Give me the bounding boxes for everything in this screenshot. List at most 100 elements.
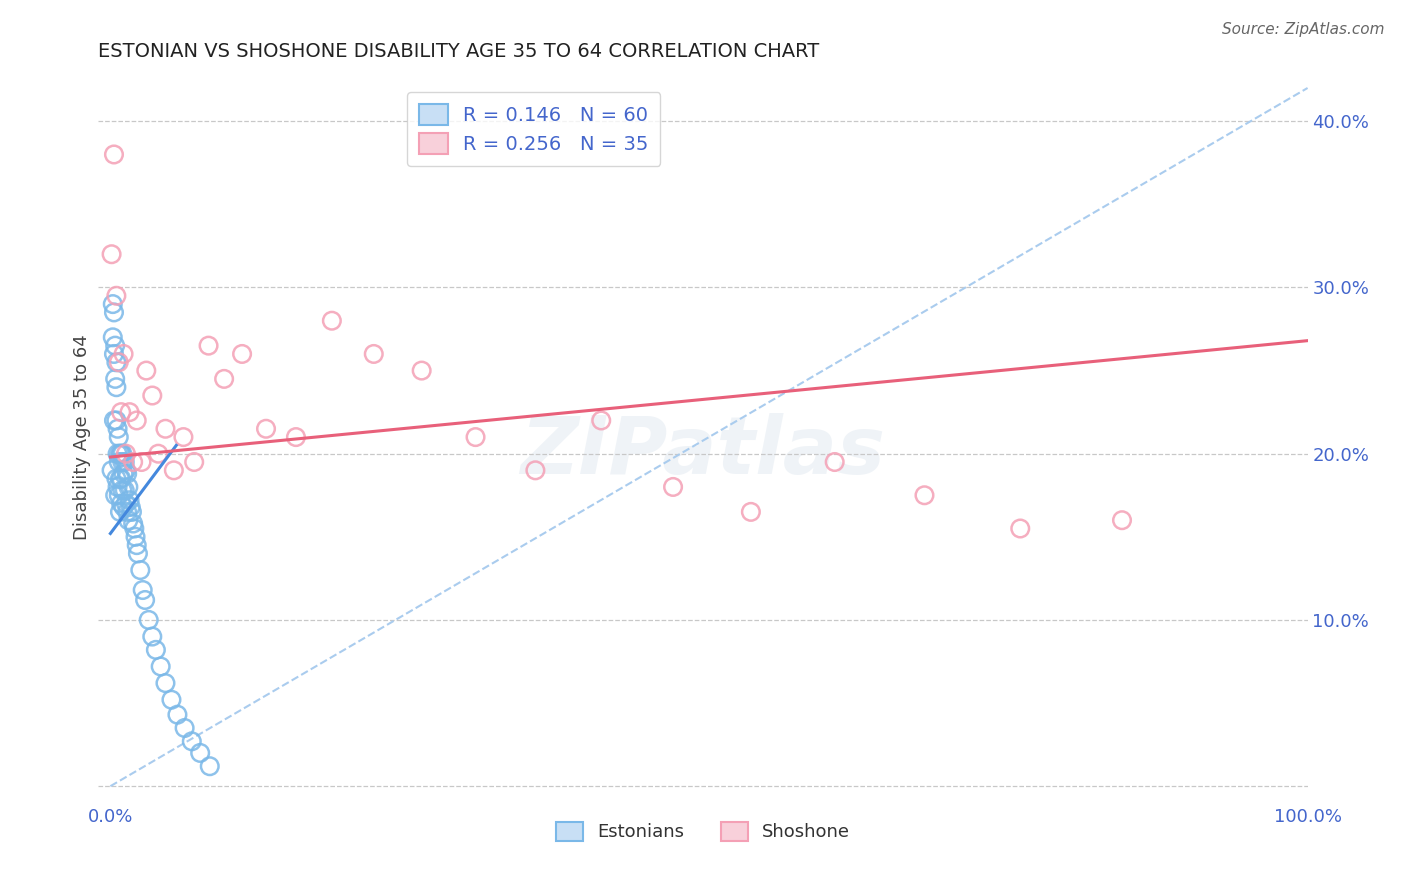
Point [321, 314, 343, 328]
Point [464, 430, 486, 444]
Point [104, 338, 127, 352]
Point [138, 613, 160, 627]
Point [135, 363, 157, 377]
Point [212, 372, 235, 386]
Point [591, 413, 613, 427]
Point [108, 447, 131, 461]
Y-axis label: Disability Age 35 to 64: Disability Age 35 to 64 [73, 334, 91, 540]
Point [155, 422, 177, 436]
Point [124, 530, 146, 544]
Point [411, 363, 433, 377]
Point [824, 455, 846, 469]
Point [134, 593, 156, 607]
Point [198, 759, 221, 773]
Point [108, 472, 131, 486]
Point [1111, 513, 1133, 527]
Point [163, 463, 186, 477]
Point [118, 405, 141, 419]
Point [115, 467, 138, 481]
Legend: Estonians, Shoshone: Estonians, Shoshone [548, 814, 858, 848]
Point [105, 289, 128, 303]
Point [107, 447, 129, 461]
Point [141, 388, 163, 402]
Point [105, 355, 128, 369]
Point [111, 455, 134, 469]
Point [112, 347, 135, 361]
Point [118, 493, 141, 508]
Point [284, 430, 307, 444]
Point [914, 488, 936, 502]
Point [115, 463, 138, 477]
Point [110, 497, 132, 511]
Point [363, 347, 385, 361]
Point [111, 447, 134, 461]
Point [112, 467, 135, 481]
Point [141, 630, 163, 644]
Point [107, 455, 129, 469]
Point [148, 447, 170, 461]
Point [105, 380, 128, 394]
Point [100, 463, 122, 477]
Point [122, 516, 145, 531]
Point [180, 734, 202, 748]
Point [110, 472, 132, 486]
Point [107, 430, 129, 444]
Point [117, 513, 139, 527]
Point [188, 746, 211, 760]
Point [103, 305, 125, 319]
Point [101, 330, 124, 344]
Point [115, 497, 138, 511]
Point [104, 372, 127, 386]
Point [112, 500, 135, 514]
Point [125, 538, 148, 552]
Point [662, 480, 685, 494]
Point [107, 355, 129, 369]
Point [103, 347, 125, 361]
Text: ZIPatlas: ZIPatlas [520, 413, 886, 491]
Point [166, 707, 188, 722]
Point [155, 676, 177, 690]
Point [129, 563, 152, 577]
Point [111, 483, 134, 498]
Point [127, 546, 149, 560]
Point [524, 463, 547, 477]
Point [101, 297, 124, 311]
Point [115, 505, 138, 519]
Point [145, 643, 167, 657]
Point [103, 413, 125, 427]
Point [149, 659, 172, 673]
Point [107, 488, 129, 502]
Point [160, 692, 183, 706]
Point [183, 455, 205, 469]
Point [110, 405, 132, 419]
Point [114, 455, 136, 469]
Point [254, 422, 277, 436]
Point [115, 447, 138, 461]
Point [100, 247, 122, 261]
Point [105, 413, 128, 427]
Point [132, 582, 155, 597]
Point [172, 430, 194, 444]
Point [107, 480, 129, 494]
Point [125, 413, 148, 427]
Point [110, 447, 132, 461]
Point [740, 505, 762, 519]
Point [103, 147, 125, 161]
Text: ESTONIAN VS SHOSHONE DISABILITY AGE 35 TO 64 CORRELATION CHART: ESTONIAN VS SHOSHONE DISABILITY AGE 35 T… [98, 43, 820, 62]
Point [114, 483, 136, 498]
Point [121, 505, 143, 519]
Point [173, 721, 195, 735]
Point [120, 500, 142, 514]
Point [107, 422, 129, 436]
Point [197, 338, 219, 352]
Point [131, 455, 153, 469]
Text: Source: ZipAtlas.com: Source: ZipAtlas.com [1222, 22, 1385, 37]
Point [117, 480, 139, 494]
Point [124, 521, 146, 535]
Point [105, 472, 128, 486]
Point [1010, 521, 1032, 535]
Point [231, 347, 253, 361]
Point [104, 488, 127, 502]
Point [122, 455, 145, 469]
Point [108, 505, 131, 519]
